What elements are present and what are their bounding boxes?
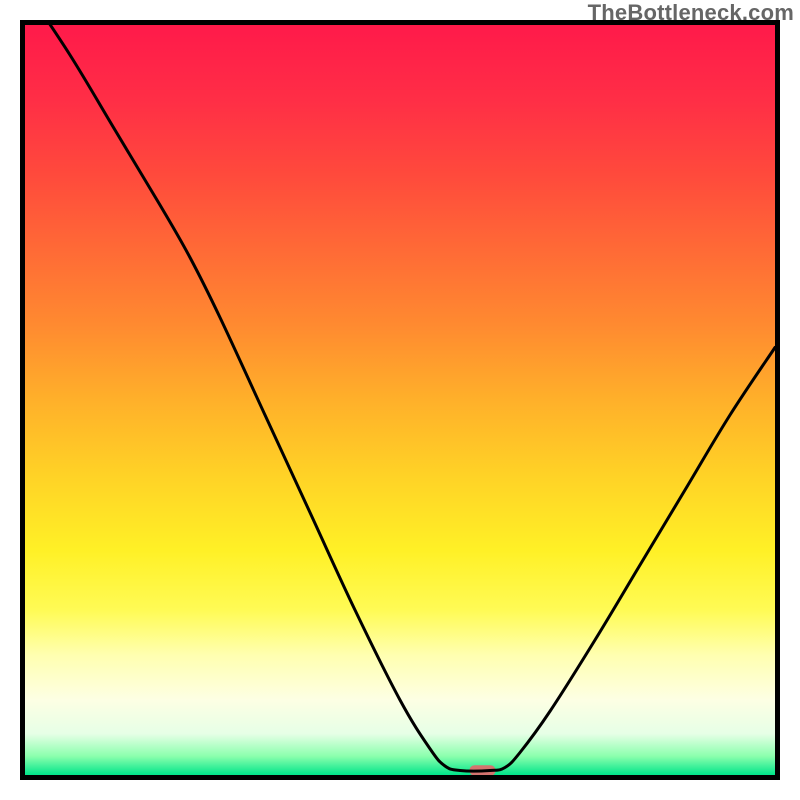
watermark-text: TheBottleneck.com <box>588 0 794 26</box>
bottleneck-chart: TheBottleneck.com <box>0 0 800 800</box>
plot-background <box>25 25 775 775</box>
chart-canvas <box>0 0 800 800</box>
